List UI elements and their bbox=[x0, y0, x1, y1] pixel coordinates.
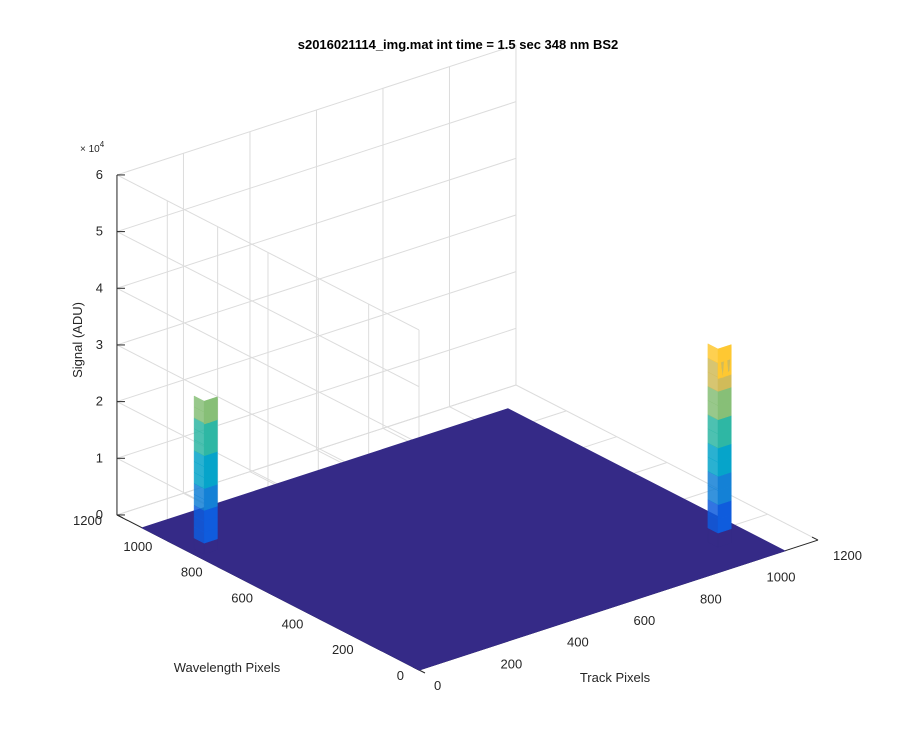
y-tick-label: 1000 bbox=[123, 539, 152, 554]
y-tick-label: 200 bbox=[332, 642, 354, 657]
grid-line bbox=[116, 287, 420, 444]
z-tick-label: 4 bbox=[96, 280, 103, 295]
grid-line bbox=[116, 327, 517, 459]
x-tick-label: 1200 bbox=[833, 548, 862, 563]
grid-line bbox=[116, 271, 517, 403]
grid-line bbox=[116, 384, 517, 516]
z-tick-label: 1 bbox=[96, 450, 103, 465]
y-tick bbox=[116, 514, 124, 519]
z-tick-label: 2 bbox=[96, 394, 103, 409]
x-tick-label: 200 bbox=[501, 656, 523, 671]
y-axis-label: Wavelength Pixels bbox=[174, 660, 281, 675]
z-tick-label: 6 bbox=[96, 167, 103, 182]
x-tick-label: 600 bbox=[634, 613, 656, 628]
z-tick-label: 3 bbox=[96, 337, 103, 352]
grid-line bbox=[116, 214, 517, 346]
y-tick-label: 400 bbox=[282, 616, 304, 631]
surface-layer bbox=[140, 343, 787, 671]
peak-1 bbox=[193, 395, 218, 555]
z-tick-label: 0 bbox=[96, 507, 103, 522]
x-tick bbox=[811, 536, 819, 541]
z-axis-label: Signal (ADU) bbox=[70, 302, 85, 378]
labels-layer: s2016021114_img.mat int time = 1.5 sec 3… bbox=[70, 37, 862, 693]
y-tick bbox=[418, 669, 426, 674]
x-tick-label: 0 bbox=[434, 678, 441, 693]
x-tick-label: 800 bbox=[700, 591, 722, 606]
grid-line bbox=[116, 44, 517, 176]
y-tick-label: 0 bbox=[397, 668, 404, 683]
z-tick-label: 5 bbox=[96, 224, 103, 239]
x-axis-label: Track Pixels bbox=[580, 670, 651, 685]
grid-line bbox=[116, 157, 517, 289]
peak-top bbox=[203, 398, 218, 425]
x-tick-label: 400 bbox=[567, 635, 589, 650]
grid-line bbox=[116, 231, 420, 388]
peak-facet bbox=[707, 343, 719, 364]
peak-top bbox=[717, 346, 732, 380]
grid-line bbox=[515, 384, 819, 541]
y-tick-label: 600 bbox=[231, 590, 253, 605]
chart-title: s2016021114_img.mat int time = 1.5 sec 3… bbox=[298, 37, 619, 52]
z-axis-exponent: × 104 bbox=[80, 140, 105, 155]
y-tick-label: 1200 bbox=[73, 513, 102, 528]
x-tick-label: 1000 bbox=[767, 570, 796, 585]
peak-2 bbox=[707, 343, 732, 548]
grid-line bbox=[116, 174, 420, 331]
y-tick-label: 800 bbox=[181, 565, 203, 580]
surface-base bbox=[140, 408, 787, 671]
peak-facet bbox=[193, 395, 205, 413]
grid-line bbox=[116, 101, 517, 233]
